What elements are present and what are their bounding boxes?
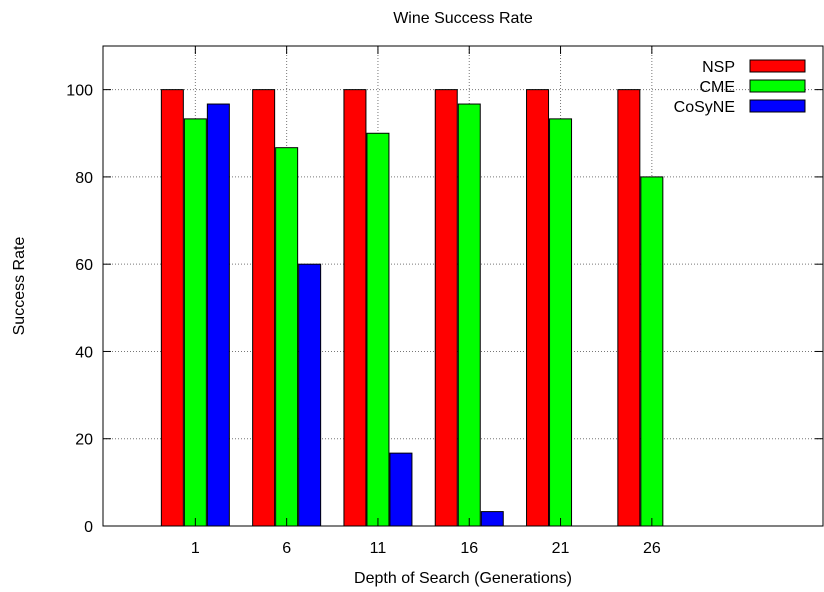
plot-frame (102, 45, 824, 527)
bar-cosyne-16 (480, 511, 504, 527)
bar-cosyne-11 (389, 452, 413, 527)
bar-nsp-21 (526, 89, 550, 527)
bar-nsp-16 (434, 89, 458, 527)
x-tick-label: 26 (643, 540, 661, 557)
bar-cme-11 (366, 132, 390, 527)
bar-cosyne-1 (206, 103, 230, 527)
bar-cme-26 (640, 176, 664, 527)
bar-nsp-6 (252, 89, 276, 527)
y-tick-label: 0 (84, 519, 93, 536)
x-tick-label: 1 (191, 540, 200, 557)
x-tick-label: 11 (370, 540, 387, 557)
legend-swatch-cme (749, 79, 806, 93)
bar-cosyne-6 (298, 263, 322, 527)
x-tick-label: 6 (282, 540, 291, 557)
y-tick-label: 60 (75, 257, 93, 274)
x-tick-label: 16 (460, 540, 478, 557)
x-axis-label: Depth of Search (Generations) (354, 570, 572, 587)
y-tick-label: 80 (75, 170, 93, 187)
legend-label-cosyne: CoSyNE (674, 99, 735, 116)
bar-cme-6 (275, 147, 299, 527)
y-axis-label: Success Rate (11, 237, 28, 336)
bar-nsp-26 (617, 89, 641, 527)
bar-nsp-1 (160, 89, 184, 527)
bar-cme-1 (183, 118, 207, 527)
legend-swatch-nsp (749, 59, 806, 73)
x-tick-label: 21 (552, 540, 570, 557)
y-tick-label: 40 (75, 344, 93, 361)
bar-cme-21 (549, 118, 573, 527)
bars (160, 89, 664, 527)
legend-label-cme: CME (699, 79, 735, 96)
bar-nsp-11 (343, 89, 367, 527)
legend: NSP CME CoSyNE (674, 59, 806, 116)
y-tick-label: 20 (75, 432, 93, 449)
y-tick-label: 100 (66, 83, 93, 100)
legend-swatch-cosyne (749, 99, 806, 113)
legend-label-nsp: NSP (702, 59, 735, 76)
chart-title: Wine Success Rate (393, 10, 533, 27)
plot-border (102, 45, 824, 527)
bar-cme-16 (457, 103, 481, 527)
